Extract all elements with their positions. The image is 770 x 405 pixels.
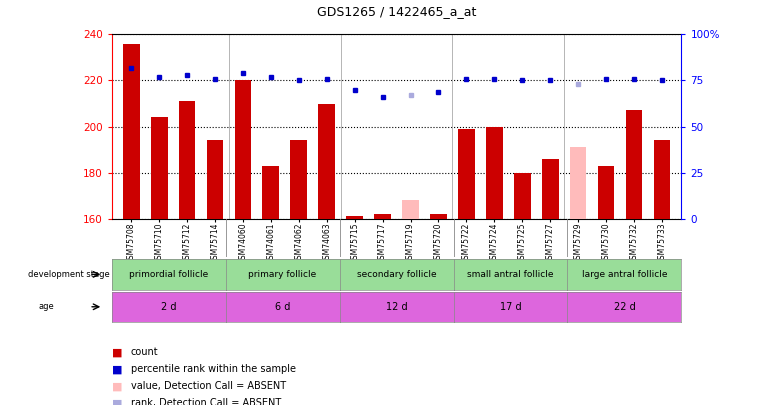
Text: age: age: [38, 302, 54, 311]
Text: 17 d: 17 d: [500, 302, 521, 312]
Bar: [625, 111, 642, 219]
Bar: [486, 126, 503, 219]
Bar: [514, 173, 531, 219]
Bar: [235, 81, 251, 219]
Bar: [570, 147, 587, 219]
Bar: [598, 166, 614, 219]
Text: large antral follicle: large antral follicle: [581, 270, 668, 279]
Bar: [179, 101, 196, 219]
Bar: [402, 200, 419, 219]
Bar: [542, 159, 558, 219]
Bar: [263, 166, 280, 219]
Text: ■: ■: [112, 364, 122, 374]
Text: primary follicle: primary follicle: [249, 270, 316, 279]
Text: ■: ■: [112, 382, 122, 391]
Bar: [290, 141, 307, 219]
Bar: [151, 117, 168, 219]
Text: ■: ■: [112, 399, 122, 405]
Bar: [430, 214, 447, 219]
Text: 2 d: 2 d: [161, 302, 176, 312]
Bar: [318, 104, 335, 219]
Bar: [123, 44, 139, 219]
Text: GDS1265 / 1422465_a_at: GDS1265 / 1422465_a_at: [317, 5, 476, 18]
Text: small antral follicle: small antral follicle: [467, 270, 554, 279]
Text: 22 d: 22 d: [614, 302, 635, 312]
Text: primordial follicle: primordial follicle: [129, 270, 208, 279]
Text: 12 d: 12 d: [386, 302, 407, 312]
Text: count: count: [131, 347, 159, 357]
Text: development stage: development stage: [28, 270, 109, 279]
Text: rank, Detection Call = ABSENT: rank, Detection Call = ABSENT: [131, 399, 281, 405]
Text: secondary follicle: secondary follicle: [357, 270, 437, 279]
Text: percentile rank within the sample: percentile rank within the sample: [131, 364, 296, 374]
Bar: [374, 214, 391, 219]
Bar: [654, 141, 670, 219]
Text: 6 d: 6 d: [275, 302, 290, 312]
Text: value, Detection Call = ABSENT: value, Detection Call = ABSENT: [131, 382, 286, 391]
Bar: [206, 141, 223, 219]
Bar: [346, 216, 363, 219]
Bar: [458, 129, 475, 219]
Text: ■: ■: [112, 347, 122, 357]
